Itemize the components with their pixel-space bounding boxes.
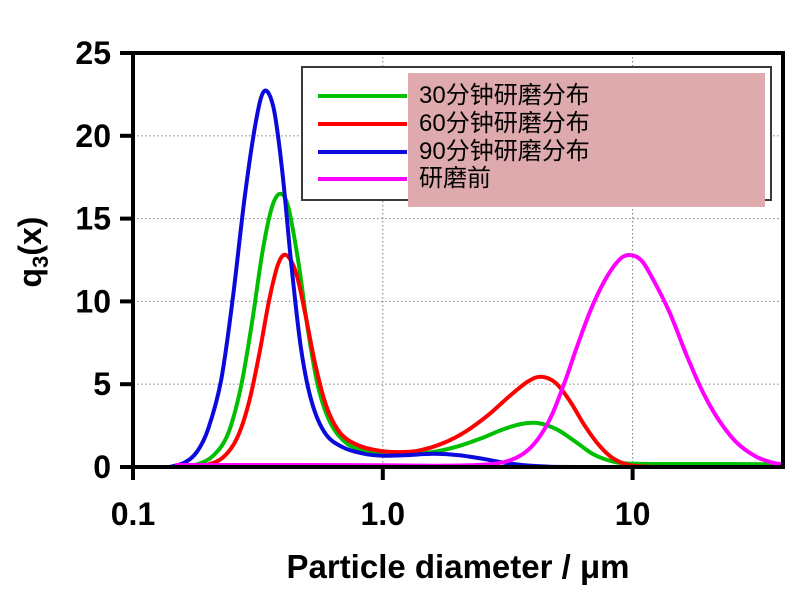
x-tick-label: 10 — [615, 496, 651, 532]
x-tick-label: 1.0 — [361, 496, 405, 532]
legend-label-90min: 90分钟研磨分布 — [419, 138, 590, 165]
y-axis-title-rest: (x) — [11, 216, 48, 256]
legend-swatch-before-milling — [318, 177, 407, 181]
legend-highlight-rectangle — [408, 73, 765, 207]
curve-series-0 — [175, 191, 785, 469]
y-tick-label: 25 — [75, 35, 111, 71]
legend-swatch-90min — [318, 150, 407, 154]
y-tick-label: 0 — [93, 449, 111, 485]
legend-swatch-30min — [318, 94, 407, 98]
y-axis-title-base: q — [11, 267, 48, 288]
legend-label-30min: 30分钟研磨分布 — [419, 82, 590, 109]
x-tick-label: 0.1 — [111, 496, 155, 532]
curve-series-1 — [188, 252, 785, 470]
y-tick-label: 10 — [75, 283, 111, 319]
curve-series-3 — [175, 252, 785, 468]
y-tick-label: 15 — [75, 201, 111, 237]
legend-label-before-milling: 研磨前 — [419, 165, 491, 192]
y-tick-label: 5 — [93, 366, 111, 402]
y-tick-label: 20 — [75, 118, 111, 154]
legend-label-60min: 60分钟研磨分布 — [419, 110, 590, 137]
y-axis-title-subscript: 3 — [28, 255, 54, 268]
plot-frame — [131, 51, 785, 469]
x-axis-title: Particle diameter / μm — [286, 548, 630, 585]
legend-swatch-60min — [318, 122, 407, 126]
y-axis-title: q3(x) — [12, 217, 54, 288]
